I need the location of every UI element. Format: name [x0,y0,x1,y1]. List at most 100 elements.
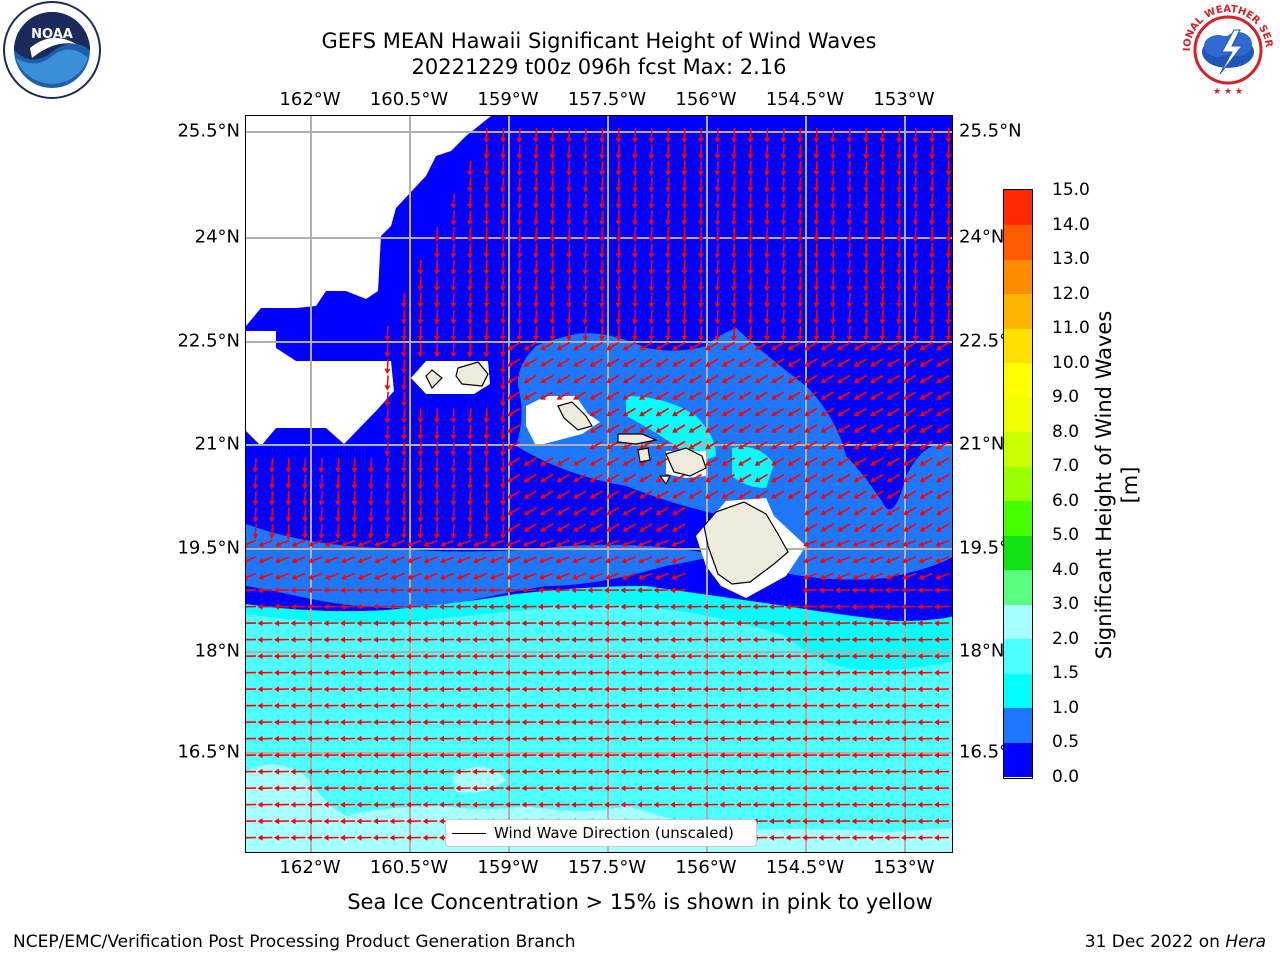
wind-wave-arrow [584,127,587,141]
arrow-head [703,620,709,627]
arrow-head [483,451,490,457]
arrow-head [785,603,791,610]
arrow-head [417,418,424,424]
arrow-head [499,187,506,193]
arrow-head [829,302,836,308]
wind-wave-arrow [765,177,769,190]
wind-wave-arrow [897,243,901,256]
arrow-head [818,752,824,759]
arrow-head [565,236,572,242]
arrow-head [655,427,662,433]
arrow-head [274,587,280,594]
arrow-head [290,636,296,643]
wind-wave-arrow [930,309,934,322]
wind-wave-arrow [551,193,554,207]
arrow-head [472,735,478,742]
band-2.0-3.0 [246,764,952,852]
arrow-head [290,620,296,627]
arrow-head [653,653,659,660]
arrow-head [356,587,362,594]
arrow-head [257,785,263,792]
arrow-head [917,702,923,709]
arrow-head [885,557,892,564]
arrow-head [681,203,688,209]
wind-wave-arrow [732,292,736,306]
arrow-head [736,735,742,742]
arrow-head [507,509,513,516]
arrow-head [862,302,869,308]
arrow-head [714,236,721,242]
wind-wave-arrow [525,391,537,399]
wind-wave-arrow [921,490,933,498]
arrow-head [738,410,744,417]
arrow-head [802,834,808,841]
arrow-head [853,427,860,433]
wind-wave-arrow [938,374,950,383]
arrow-head [598,319,605,325]
wind-wave-arrow [617,325,620,339]
arrow-head [450,418,457,424]
arrow-head [829,236,836,242]
wind-wave-arrow [468,309,472,322]
wind-wave-arrow [674,440,686,449]
arrow-head [851,653,857,660]
arrow-head [323,603,329,610]
arrow-head [885,574,892,580]
wind-wave-arrow [765,144,769,157]
arrow-head [681,253,688,259]
arrow-head [466,451,473,457]
arrow-head [252,484,259,490]
arrow-head [820,493,827,499]
arrow-head [934,702,940,709]
arrow-head [835,834,841,841]
arrow-head [390,574,397,580]
arrow-head [374,574,380,580]
arrow-head [903,493,909,499]
arrow-head [521,620,527,627]
wind-wave-arrow [765,193,769,207]
arrow-head [257,686,263,693]
wind-wave-arrow [633,127,637,141]
arrow-head [802,636,808,643]
wind-wave-arrow [518,325,521,339]
colorbar-segment [1004,742,1032,778]
arrow-head [818,768,824,775]
arrow-head [400,484,407,490]
arrow-head [285,467,292,473]
wind-wave-arrow [327,556,339,563]
arrow-head [754,410,761,417]
arrow-head [917,752,923,759]
wind-wave-arrow [501,358,505,372]
arrow-head [747,187,754,193]
arrow-head [532,335,539,341]
arrow-head [351,484,358,490]
run-date: 31 Dec 2022 on Hera [1085,932,1266,952]
arrow-head [440,541,446,547]
wind-wave-arrow [542,391,554,399]
arrow-head [686,702,692,709]
wind-wave-arrow [608,506,620,515]
arrow-head [769,801,775,808]
arrow-head [516,319,523,325]
arrow-head [780,302,787,308]
arrow-head [620,752,626,759]
arrow-head [433,418,440,424]
wind-wave-arrow [650,127,653,141]
arrow-head [516,154,523,160]
arrow-head [620,719,626,726]
arrow-head [895,220,902,226]
wind-wave-arrow [831,259,835,273]
wind-wave-arrow [905,506,917,515]
wind-wave-arrow [393,572,405,579]
wind-wave-arrow [683,309,686,322]
wind-wave-arrow [683,127,686,141]
wind-wave-arrow [551,276,554,289]
arrow-head [818,735,824,742]
wind-wave-arrow [740,440,752,449]
arrow-head [719,653,725,660]
arrow-head [738,476,744,483]
arrow-head [538,653,544,660]
arrow-head [653,752,659,759]
arrow-head [945,220,952,226]
colorbar-tick-label: 1.5 [1052,663,1080,684]
